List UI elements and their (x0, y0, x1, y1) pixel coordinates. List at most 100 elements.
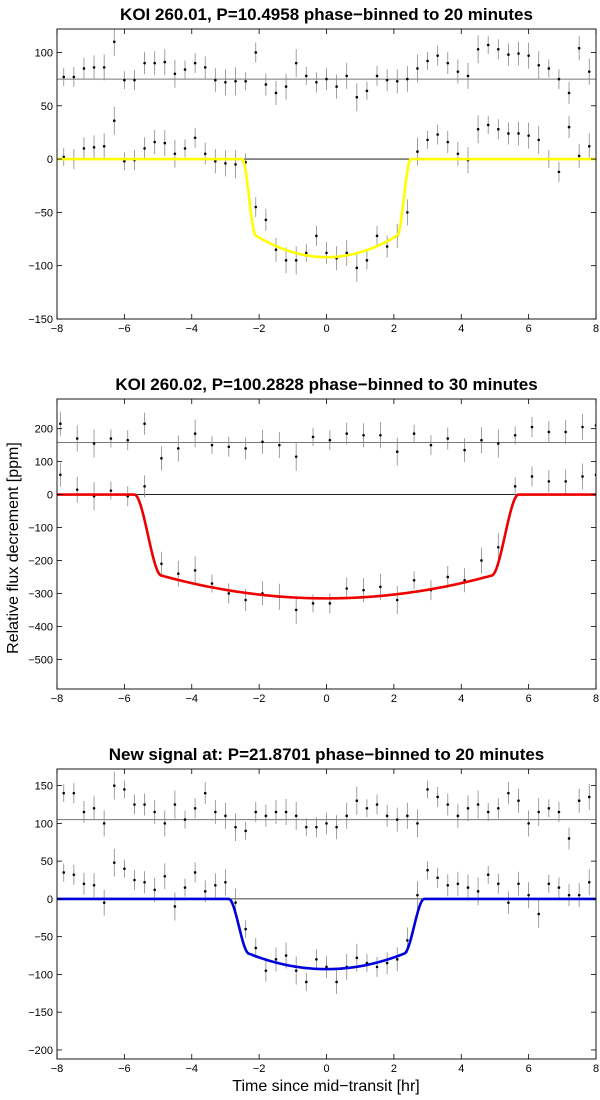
x-tick-label: 4 (458, 323, 464, 335)
binned-data-point (497, 545, 500, 549)
offset-data-point (577, 46, 581, 50)
offset-data-point (517, 799, 520, 803)
y-tick-label: 150 (35, 781, 53, 793)
x-tick-label: 0 (323, 1063, 329, 1075)
offset-data-point (379, 433, 382, 437)
binned-data-point (163, 141, 167, 145)
binned-data-point (294, 259, 298, 262)
binned-data-point (264, 218, 268, 222)
y-tick-label: −400 (28, 621, 53, 633)
offset-data-point (375, 803, 379, 806)
binned-data-point (112, 119, 116, 122)
shared-y-axis-label: Relative flux decrement [ppm] (5, 442, 22, 654)
offset-data-point (62, 791, 66, 795)
offset-data-point (325, 77, 328, 81)
y-tick-label: −150 (28, 314, 53, 326)
y-tick-label: 100 (35, 47, 53, 59)
y-tick-label: 100 (35, 818, 53, 830)
offset-data-point (75, 437, 79, 440)
binned-data-point (446, 884, 450, 887)
offset-data-point (163, 60, 167, 64)
offset-data-point (385, 814, 389, 818)
offset-data-point (355, 95, 359, 99)
binned-data-point (203, 152, 207, 156)
binned-data-point (476, 890, 480, 893)
offset-data-point (109, 437, 113, 440)
offset-data-point (486, 810, 490, 814)
offset-data-point (345, 74, 349, 78)
offset-data-point (224, 814, 227, 818)
binned-data-point (234, 163, 237, 166)
offset-data-point (362, 433, 365, 437)
binned-data-point (480, 559, 483, 562)
y-tick-label: −300 (28, 588, 53, 600)
offset-data-point (466, 806, 470, 810)
offset-data-point (581, 425, 584, 429)
binned-data-point (102, 901, 106, 904)
binned-data-point (112, 861, 116, 864)
offset-data-point (530, 425, 534, 429)
binned-data-point (123, 159, 126, 163)
offset-data-point (385, 78, 389, 82)
binned-data-point (214, 884, 217, 887)
binned-data-point (214, 159, 217, 163)
offset-data-point (102, 822, 106, 825)
y-tick-label: −50 (34, 932, 53, 944)
binned-data-point (294, 608, 298, 612)
offset-data-point (480, 438, 483, 442)
offset-data-point (143, 422, 146, 426)
binned-data-point (102, 144, 106, 148)
offset-data-point (365, 806, 369, 810)
binned-data-point (345, 587, 349, 590)
binned-data-point (530, 475, 534, 478)
offset-data-point (547, 430, 551, 434)
y-tick-label: −500 (28, 654, 53, 666)
offset-data-point (507, 53, 510, 56)
offset-data-point (395, 818, 399, 821)
binned-data-point (109, 489, 113, 492)
binned-data-point (153, 888, 156, 892)
offset-data-point (176, 447, 180, 450)
offset-data-point (214, 810, 217, 814)
binned-data-point (385, 961, 389, 965)
binned-data-point (375, 965, 379, 969)
offset-data-point (203, 791, 207, 795)
binned-data-point (143, 485, 146, 488)
offset-data-point (537, 63, 541, 67)
binned-data-point (315, 958, 318, 961)
binned-data-point (497, 882, 500, 886)
offset-data-point (416, 822, 419, 825)
offset-data-point (123, 78, 126, 82)
binned-data-point (513, 485, 517, 488)
offset-data-point (163, 822, 167, 825)
chart-title: KOI 260.02, P=100.2828 phase−binned to 3… (115, 375, 537, 394)
offset-data-point (335, 825, 338, 829)
offset-data-point (507, 791, 510, 795)
offset-data-point (446, 803, 450, 806)
offset-data-point (587, 70, 591, 73)
binned-data-point (176, 572, 180, 575)
offset-data-point (412, 432, 416, 435)
offset-data-point (153, 61, 156, 65)
binned-data-point (210, 582, 214, 585)
y-tick-label: 200 (35, 424, 53, 436)
offset-data-point (497, 806, 500, 810)
offset-data-point (395, 79, 399, 83)
offset-data-point (517, 52, 520, 55)
binned-data-point (466, 886, 470, 889)
chart-panel-2: KOI 260.02, P=100.2828 phase−binned to 3… (28, 375, 599, 705)
offset-data-point (547, 806, 551, 810)
offset-data-point (126, 438, 130, 442)
binned-data-point (365, 259, 369, 262)
y-tick-label: −100 (28, 523, 53, 535)
binned-data-point (486, 123, 490, 127)
binned-data-point (193, 136, 197, 140)
binned-data-point (577, 154, 581, 158)
binned-data-point (395, 598, 399, 602)
binned-data-point (227, 592, 231, 595)
binned-data-point (163, 874, 167, 878)
binned-data-point (59, 473, 62, 477)
offset-data-point (345, 432, 349, 435)
binned-data-point (224, 880, 227, 884)
offset-data-point (82, 810, 86, 814)
